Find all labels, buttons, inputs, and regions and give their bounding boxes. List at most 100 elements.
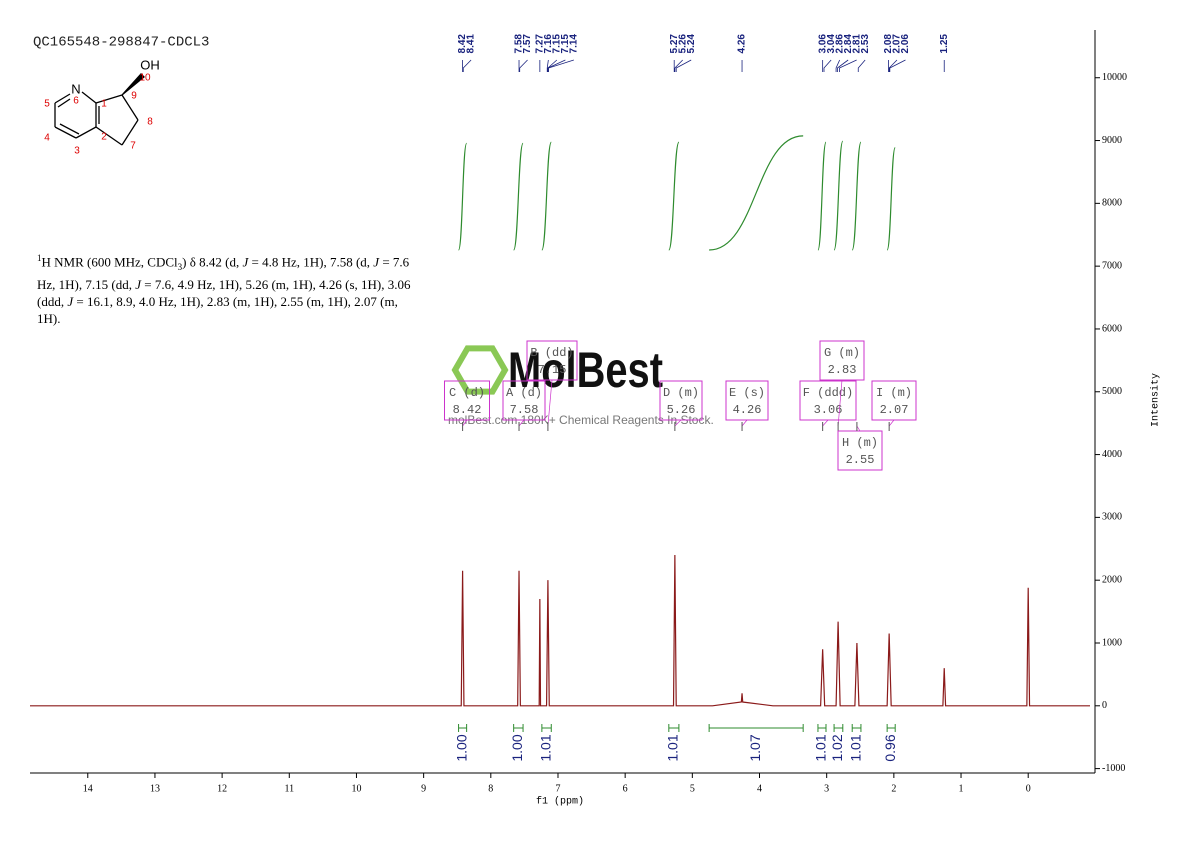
multiplet-label: I (m)	[876, 386, 912, 400]
peak-label: 2.81	[851, 34, 862, 54]
atom-number: 4	[44, 133, 50, 144]
x-tick-label: 3	[824, 783, 829, 794]
x-tick-label: 11	[284, 783, 294, 794]
multiplet-label: G (m)	[824, 346, 860, 360]
peak-label: 1.25	[939, 34, 950, 54]
x-tick-label: 2	[891, 783, 896, 794]
y-tick-label: -1000	[1102, 763, 1125, 774]
x-tick-label: 9	[421, 783, 426, 794]
watermark-tagline: molBest.com 180K+ Chemical Reagents In S…	[448, 413, 714, 427]
y-tick-label: 8000	[1102, 198, 1122, 209]
peak-label: 2.08	[883, 34, 894, 54]
multiplet-shift: 7.58	[510, 403, 539, 417]
y-axis-label: Intensity	[1150, 373, 1162, 427]
desc-part: = 16.1, 8.9, 4.0 Hz, 1H), 2.83 (m, 1H), …	[37, 293, 398, 326]
multiplet-label: E (s)	[729, 386, 765, 400]
peak-pointer	[546, 59, 549, 72]
peak-pointer	[888, 59, 898, 72]
x-tick-label: 14	[83, 783, 93, 794]
integral-label: 1.00	[509, 734, 525, 761]
desc-part: 1	[37, 253, 42, 263]
peak-pointer	[547, 59, 566, 72]
desc-part: J	[67, 293, 74, 309]
nmr-description: 1H NMR (600 MHz, CDCl3) δ 8.42 (d, J = 4…	[37, 250, 412, 327]
integral-curve	[541, 141, 552, 251]
y-tick-label: 10000	[1102, 72, 1127, 83]
peak-label: 5.26	[677, 34, 688, 54]
y-tick-label: 4000	[1102, 449, 1122, 460]
integral-label: 1.01	[665, 734, 681, 761]
integral-curve	[513, 142, 524, 251]
multiplet-connector	[888, 419, 895, 427]
integral-curve	[833, 140, 844, 251]
peak-pointer	[674, 59, 683, 72]
watermark-logo: MolBest	[508, 342, 663, 398]
multiplet-shift: 2.55	[846, 453, 875, 467]
peak-label: 7.16	[543, 34, 554, 54]
multiplet-label: D (m)	[663, 386, 699, 400]
peak-label: 3.06	[817, 34, 828, 54]
atom-label: OH	[140, 57, 160, 72]
desc-part: J	[242, 254, 249, 270]
atom-number: 7	[130, 141, 136, 152]
peak-label: 8.41	[466, 34, 477, 54]
desc-part: J	[135, 276, 141, 292]
peak-label: 2.07	[892, 34, 903, 54]
atom-number: 9	[131, 91, 137, 102]
peak-pointer	[823, 59, 832, 72]
multiplet-shift: 2.07	[880, 403, 909, 417]
multiplet-shift: 7.15	[538, 363, 567, 377]
spectrum-line	[30, 555, 1090, 707]
multiplet-connector	[837, 379, 843, 427]
x-tick-label: 8	[488, 783, 493, 794]
peak-label: 3.04	[826, 34, 837, 54]
y-tick-label: 5000	[1102, 386, 1122, 397]
y-tick-label: 2000	[1102, 574, 1122, 585]
peak-label: 2.53	[860, 34, 871, 54]
peak-label: 4.26	[737, 34, 748, 54]
y-tick-label: 9000	[1102, 135, 1122, 146]
integral-label: 0.96	[882, 734, 898, 761]
integral-curve	[851, 141, 862, 251]
y-tick-label: 7000	[1102, 260, 1122, 271]
atom-number: 6	[73, 96, 79, 107]
peak-label: 7.58	[514, 34, 525, 54]
y-tick-label: 1000	[1102, 637, 1122, 648]
x-tick-label: 5	[690, 783, 695, 794]
integral-label: 1.00	[453, 734, 469, 761]
desc-part: = 4.8 Hz, 1H), 7.58 (d,	[248, 254, 374, 270]
atom-number: 3	[74, 146, 80, 157]
peak-pointer	[519, 59, 528, 72]
peak-label: 7.57	[522, 34, 533, 54]
multiplet-connector	[741, 419, 748, 427]
multiplet-shift: 8.42	[453, 403, 482, 417]
multiplet-connector	[856, 425, 861, 432]
multiplet-connector	[462, 419, 468, 427]
y-tick-label: 6000	[1102, 323, 1122, 334]
atom-number: 10	[139, 73, 151, 84]
x-axis-label: f1 (ppm)	[536, 796, 584, 808]
peak-label: 7.15	[560, 34, 571, 54]
multiplet-connector	[547, 379, 553, 427]
peak-label: 8.42	[457, 34, 468, 54]
y-tick-label: 3000	[1102, 512, 1122, 523]
multiplet-label: B (dd)	[530, 346, 573, 360]
desc-part: = 7.6, 4.9 Hz, 1H), 5.26 (m, 1H), 4.26 (…	[37, 276, 411, 309]
desc-part: = 7.6 Hz, 1H), 7.15 (dd,	[37, 254, 410, 292]
multiplet-label: A (d)	[506, 386, 542, 400]
spectrum-title: QC165548-298847-CDCL3	[33, 35, 209, 51]
multiplet-shift: 2.83	[828, 363, 857, 377]
integral-curve	[886, 147, 896, 251]
multiplet-connector	[674, 419, 682, 427]
integral-label: 1.01	[537, 734, 553, 761]
peak-label: 5.27	[669, 34, 680, 54]
integral-label: 1.01	[847, 734, 863, 761]
desc-part: 3	[177, 261, 183, 272]
peak-pointer	[857, 59, 866, 72]
y-tick-label: 0	[1102, 700, 1107, 711]
multiplet-connector	[518, 419, 525, 427]
multiplet-connector	[822, 419, 829, 427]
integral-label: 1.07	[747, 734, 763, 761]
peak-label: 7.15	[551, 34, 562, 54]
